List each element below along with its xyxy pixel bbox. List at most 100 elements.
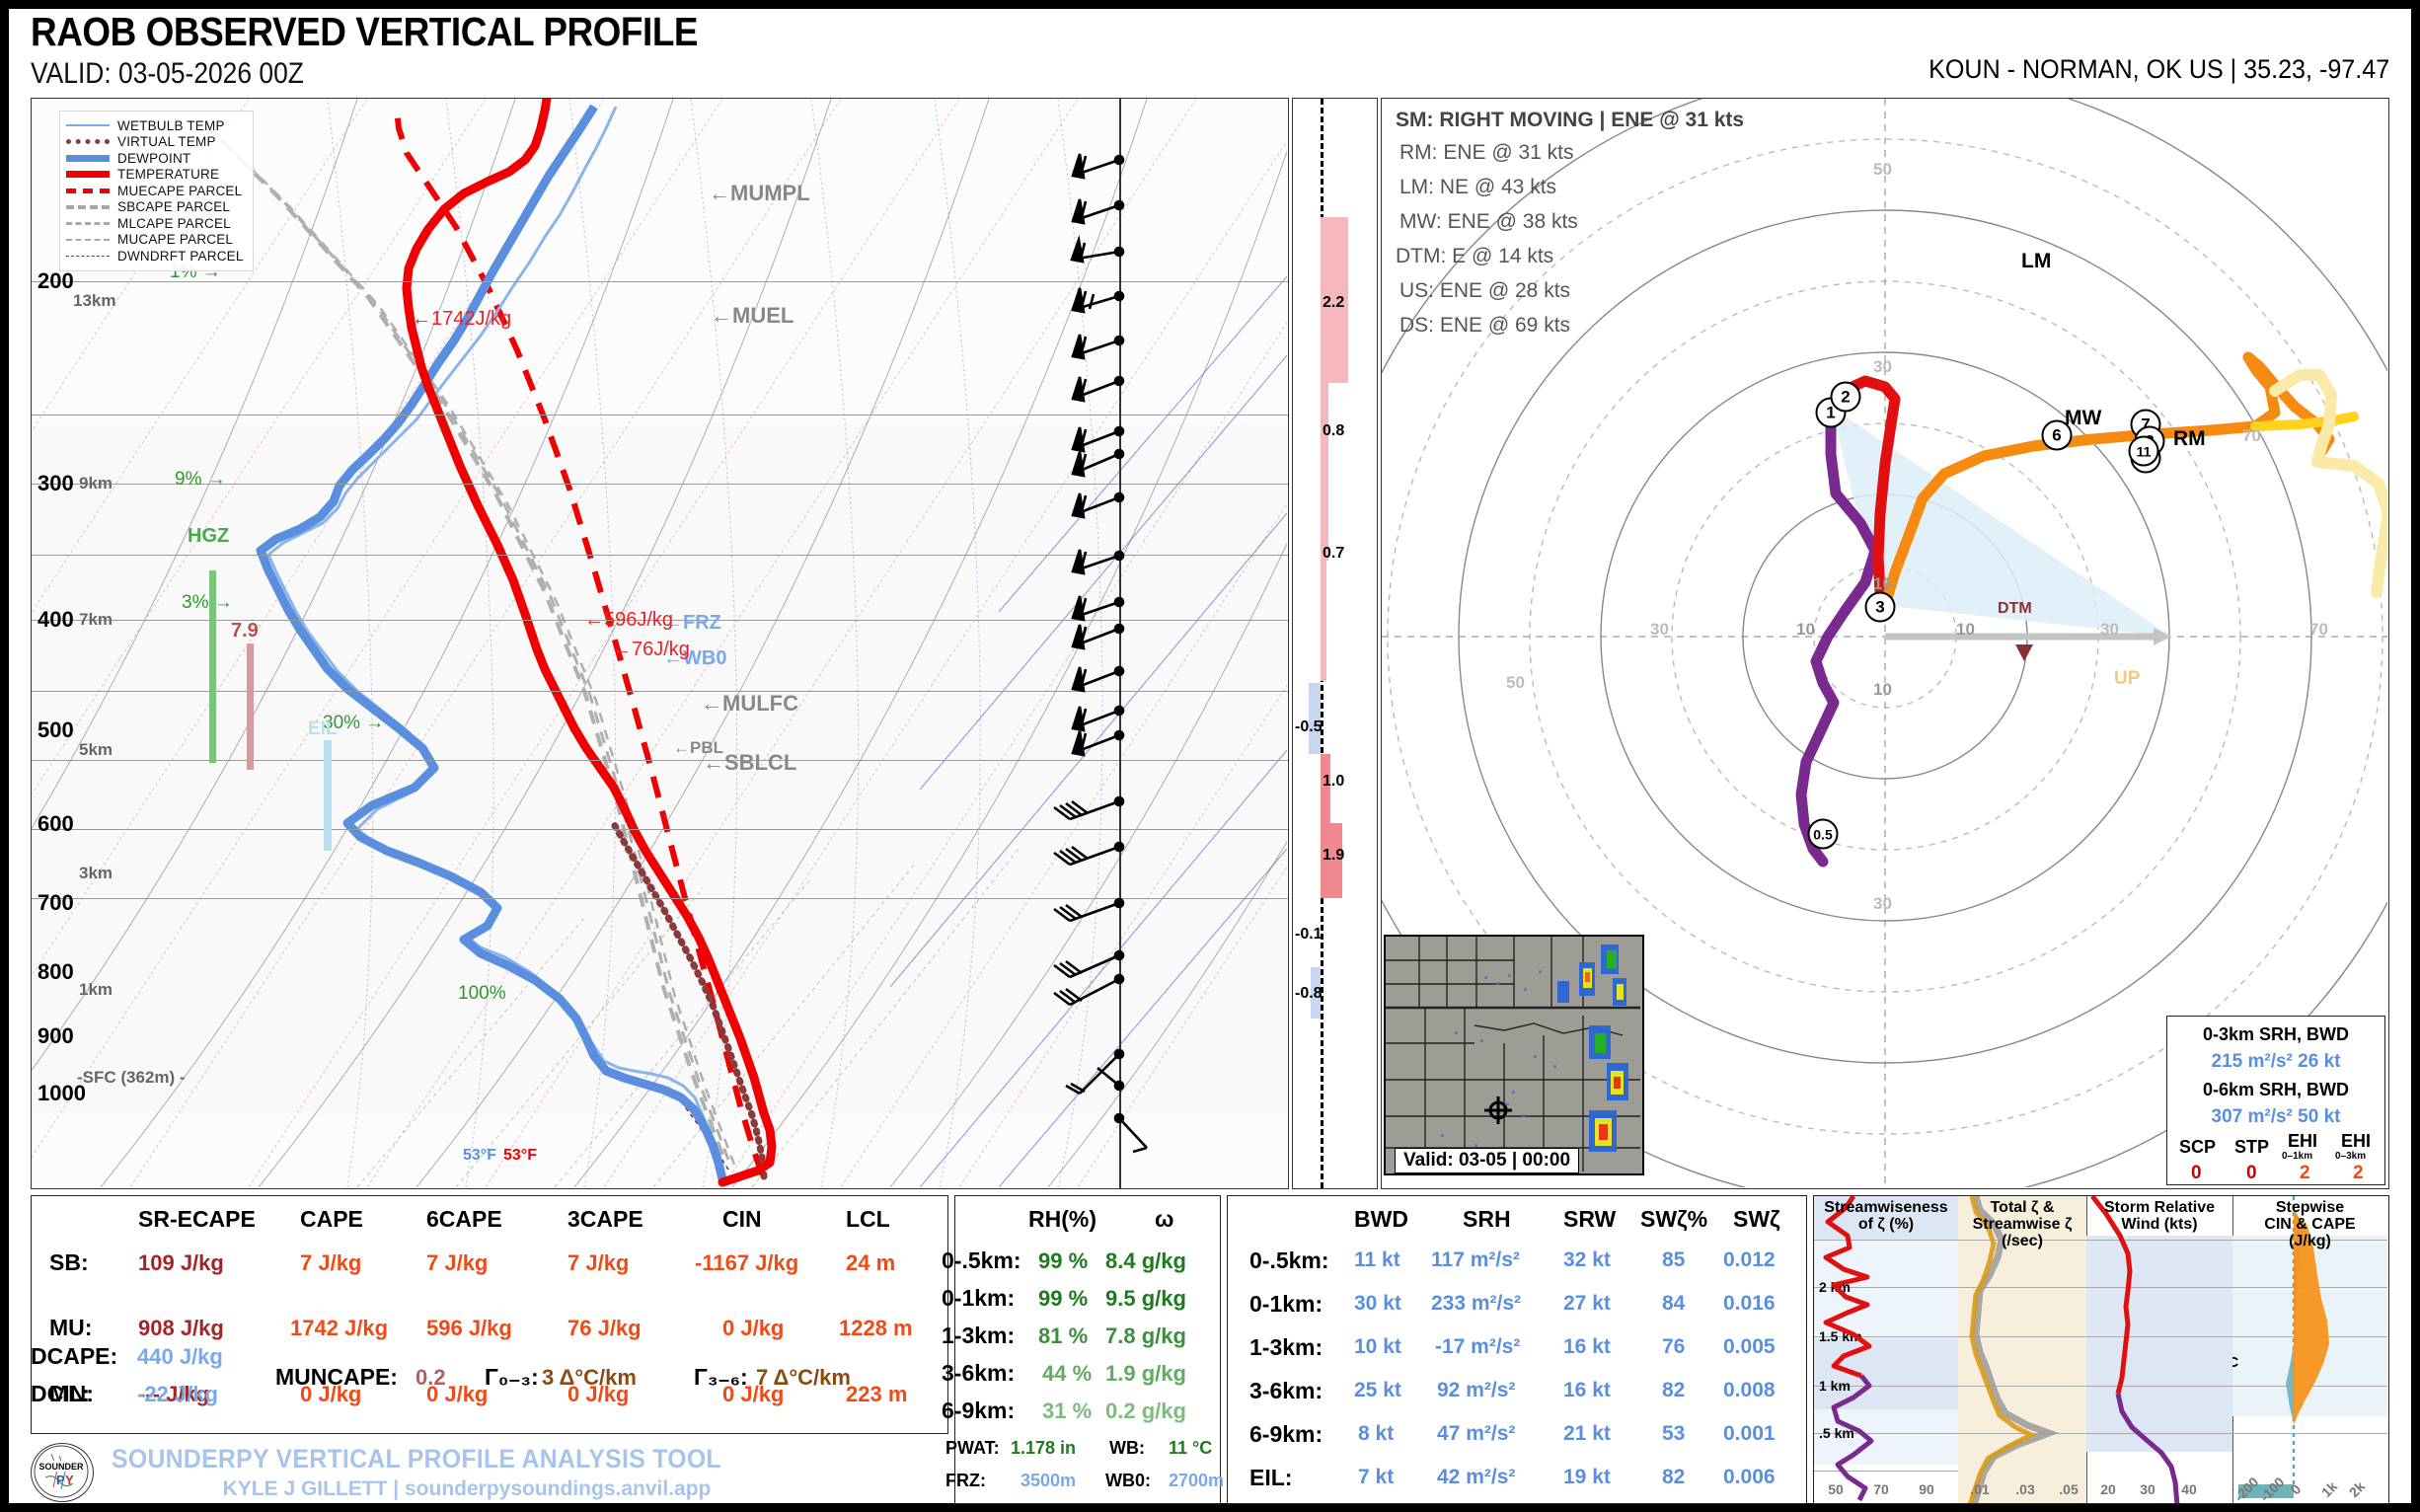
mini-panel-stepwise-cape[interactable]: Stepwise CIN & CAPE (J/kg) -LFC -LCL -20… <box>2232 1196 2387 1503</box>
srw-value: 21 kt <box>1563 1422 1611 1445</box>
col-srw: SRW <box>1563 1206 1617 1232</box>
pressure-tick: 700 <box>38 890 74 915</box>
footer-credit: KYLE J GILLETT | sounderpysoundings.anvi… <box>222 1477 712 1500</box>
level-label-mumpl: ←MUMPL <box>709 181 810 205</box>
rh-row-label: 1-3km: <box>942 1323 1016 1348</box>
muncape-value: 0.2 <box>416 1365 446 1390</box>
wind-barbs <box>1053 153 1148 1154</box>
bwd-value: 8 kt <box>1358 1422 1395 1445</box>
hodo-marker: 3 <box>1864 591 1896 623</box>
legend-row: MLCAPE PARCEL <box>66 215 244 232</box>
legend-label: SBCAPE PARCEL <box>117 199 231 215</box>
gridline <box>1814 1287 1958 1288</box>
mini-panel-title: Storm Relative Wind (kts) <box>2103 1199 2216 1233</box>
bwd-value: 10 kt <box>1354 1335 1401 1358</box>
swz-value: 0.016 <box>1723 1292 1776 1315</box>
gridline <box>2086 1433 2232 1434</box>
ml-3cape: 0 J/kg <box>567 1382 630 1406</box>
page-canvas: RAOB OBSERVED VERTICAL PROFILE VALID: 03… <box>9 9 2411 1504</box>
storm-motion-title: SM: RIGHT MOVING | ENE @ 31 kts <box>1396 109 1745 131</box>
ml-6cape: 0 J/kg <box>426 1382 489 1406</box>
gridline <box>2086 1336 2232 1337</box>
skewt-legend: WETBULB TEMP VIRTUAL TEMP DEWPOINT TEMPE… <box>59 111 254 271</box>
ehi-0-1-label: EHI <box>2288 1131 2318 1151</box>
omega-bar <box>1321 823 1342 898</box>
level-label-wb0: ←WB0 <box>663 647 727 669</box>
sounderpy-logo: SOUNDER P Y <box>31 1443 94 1502</box>
srw-value: 32 kt <box>1563 1248 1611 1271</box>
cape-label-mu: ←1742J/kg <box>412 308 512 330</box>
radar-inset[interactable]: Valid: 03-05 | 00:00 <box>1384 935 1644 1175</box>
srh-value: 47 m²/s² <box>1437 1422 1516 1445</box>
pressure-tick: 400 <box>38 607 74 632</box>
ring-label: 30 <box>1650 620 1669 639</box>
height-label: .5 km <box>1819 1425 1854 1441</box>
band <box>2086 1236 2232 1452</box>
bwd-value: 11 kt <box>1354 1248 1400 1271</box>
mini-panel-streamwiseness[interactable]: Streamwiseness of ζ (%) 2 km 1.5 km 1 km… <box>1814 1196 1959 1503</box>
srh-bwd-inset: 0-3km SRH, BWD 215 m²/s² 26 kt 0-6km SRH… <box>2166 1016 2385 1185</box>
ml-sr-ecape: --- J/kg <box>138 1382 210 1406</box>
legend-row: SBCAPE PARCEL <box>66 199 244 216</box>
gridline <box>32 555 1288 556</box>
rh-value: 31 % <box>1042 1399 1093 1423</box>
rh-label: 30% → <box>323 713 385 733</box>
legend-swatch <box>66 139 110 145</box>
omega-value: 0.7 <box>1323 545 1345 562</box>
swz-pct-value: 76 <box>1662 1335 1686 1358</box>
skewt-panel[interactable]: 200 300 400 500 600 700 800 900 1000 13k… <box>31 98 1289 1189</box>
mini-panel-srwind[interactable]: Storm Relative Wind (kts) 20 30 40 <box>2086 1196 2233 1503</box>
height-label: 13km <box>73 291 116 310</box>
srh-0-3-values: 215 m²/s² 26 kt <box>2211 1051 2341 1072</box>
level-label-pbl: ←PBL <box>673 738 723 757</box>
storm-motion-us: US: ENE @ 28 kts <box>1399 279 1571 302</box>
swz-pct-value: 82 <box>1662 1379 1686 1401</box>
gridline <box>32 281 1288 282</box>
srh-0-3-header: 0-3km SRH, BWD <box>2202 1024 2350 1044</box>
col-swzp: SWζ% <box>1640 1206 1708 1232</box>
hodo-marker: 11 <box>2128 435 2159 467</box>
footer-title: SOUNDERPY VERTICAL PROFILE ANALYSIS TOOL <box>112 1444 721 1474</box>
height-label: 9km <box>79 474 113 492</box>
gridline <box>32 691 1288 692</box>
legend-row: MUECAPE PARCEL <box>66 183 244 199</box>
lapse-3-6-label: Γ₃₋₆: <box>694 1364 748 1390</box>
valid-time: VALID: 03-05-2026 00Z <box>31 57 304 90</box>
omega-panel[interactable]: 2.2 0.8 0.7 -0.5 1.0 1.9 -0.1 -0.8 <box>1292 98 1378 1189</box>
rh-label: 9% → <box>175 469 226 490</box>
ring-label: 70 <box>2242 426 2261 445</box>
col-cape: CAPE <box>300 1206 363 1232</box>
sb-3cape: 7 J/kg <box>567 1250 630 1275</box>
ring-label: 30 <box>2100 620 2119 639</box>
footer: SOUNDER P Y SOUNDERPY VERTICAL PROFILE A… <box>31 1442 958 1503</box>
tick: 50 <box>1828 1481 1844 1497</box>
legend-label: TEMPERATURE <box>117 167 220 183</box>
cape-table-extra: DCAPE: 440 J/kg DCIN: -22 J/kg MUNCAPE: … <box>31 1343 948 1432</box>
col-cin: CIN <box>722 1206 762 1232</box>
legend-row: TEMPERATURE <box>66 167 244 184</box>
eil-label: EIL <box>308 718 338 739</box>
rh-row-label: 0-.5km: <box>942 1247 1021 1273</box>
srh-value: -17 m²/s² <box>1435 1335 1521 1358</box>
omega-value: 9.5 g/kg <box>1105 1286 1186 1311</box>
cape-table: SR-ECAPE CAPE 6CAPE 3CAPE CIN LCL SB: 10… <box>31 1195 948 1434</box>
omega-bar <box>1309 683 1321 754</box>
gridline <box>1814 1240 1958 1241</box>
ring-label: 50 <box>1506 673 1525 692</box>
srh-value: 92 m²/s² <box>1437 1379 1516 1401</box>
gridline <box>1814 1336 1958 1337</box>
vorticity-curves <box>1967 1196 2060 1503</box>
tick: 90 <box>1919 1481 1934 1497</box>
hodo-marker: 6 <box>2041 419 2073 451</box>
lapse-value: 7.9 <box>231 620 259 642</box>
mini-panel-vorticity[interactable]: Total ζ & Streamwise ζ (/sec) .01 .03 .0… <box>1958 1196 2087 1503</box>
sfc-temp-label: 53°F <box>503 1147 537 1164</box>
ring-label: 10 <box>1796 620 1815 639</box>
rh-row-label: 6-9km: <box>942 1398 1016 1423</box>
legend-label: WETBULB TEMP <box>117 117 225 133</box>
swz-pct-value: 85 <box>1662 1248 1686 1271</box>
scp-value: 0 <box>2191 1163 2202 1183</box>
frz-value: 3500m <box>1021 1471 1077 1490</box>
level-label-mulfc: ←MULFC <box>701 691 798 716</box>
gridline <box>32 760 1288 761</box>
